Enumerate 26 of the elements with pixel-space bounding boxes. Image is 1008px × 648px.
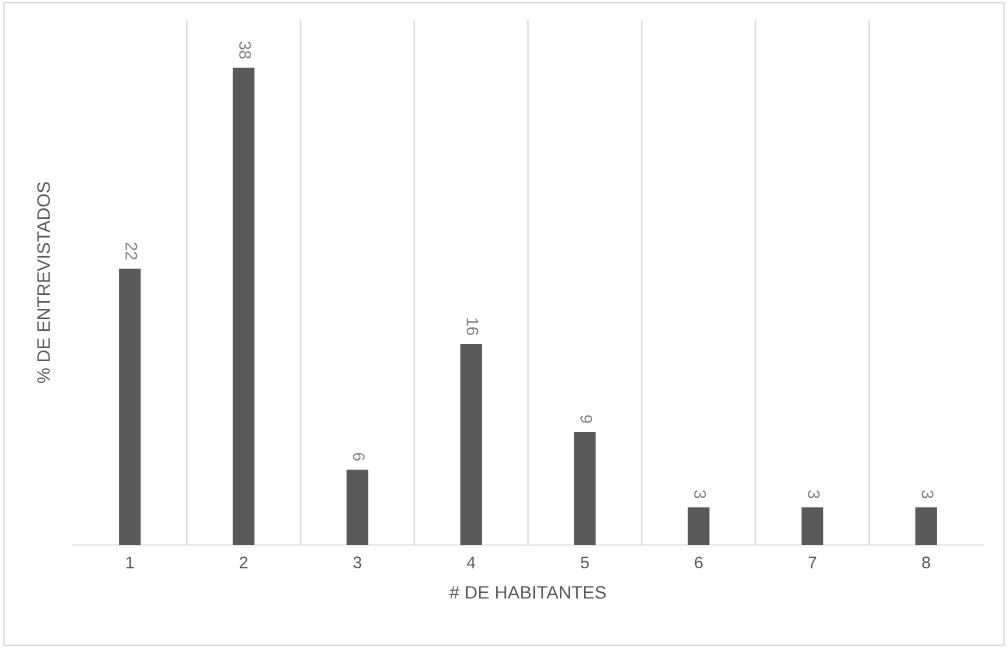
data-label: 3 [807, 490, 820, 499]
x-tick-label: 2 [239, 556, 248, 569]
data-label: 16 [466, 318, 479, 335]
data-label: 22 [125, 242, 138, 260]
data-label: 6 [352, 452, 365, 461]
x-tick-label: 6 [694, 556, 703, 569]
bar [687, 507, 710, 545]
bar [801, 507, 824, 545]
x-tick-label: 4 [466, 556, 476, 569]
bar [915, 507, 937, 545]
data-label: 3 [694, 490, 706, 499]
bar [346, 469, 369, 545]
x-tick-label: 1 [126, 556, 134, 569]
y-axis-title: % DE ENTREVISTADOS [37, 182, 50, 384]
x-axis-title: # DE HABITANTES [449, 586, 606, 599]
x-tick-label: 8 [922, 556, 931, 569]
bar [232, 67, 255, 545]
x-tick-label: 3 [353, 556, 362, 569]
data-label: 3 [921, 490, 934, 499]
x-tick-label: 5 [580, 556, 589, 569]
data-label: 9 [580, 415, 593, 423]
data-label: 38 [239, 41, 251, 59]
bar [460, 344, 482, 545]
bar [574, 431, 596, 545]
x-tick-label: 7 [808, 556, 817, 569]
bar [119, 268, 141, 545]
